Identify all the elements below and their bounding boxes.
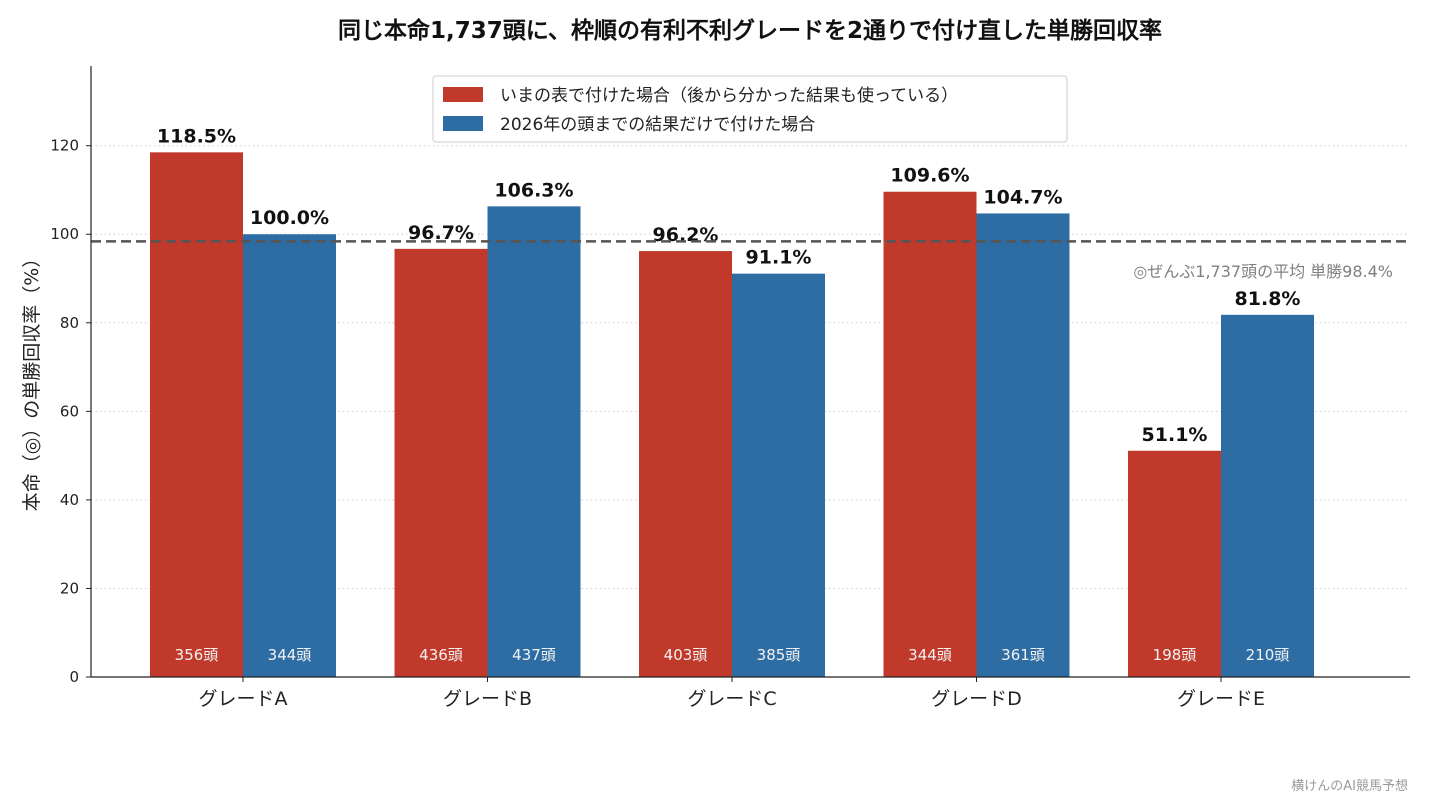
bar-count-label: 356頭	[175, 646, 219, 664]
bar-value-label: 100.0%	[250, 207, 329, 229]
y-tick-label: 60	[60, 402, 79, 420]
bar-value-label: 96.2%	[653, 224, 719, 246]
bar	[487, 206, 581, 677]
bar-count-label: 344頭	[268, 646, 312, 664]
bar-value-label: 51.1%	[1142, 424, 1208, 446]
legend-swatch-2026	[443, 116, 483, 131]
bar-count-label: 403頭	[664, 646, 708, 664]
bar	[732, 273, 825, 677]
bar-value-label: 106.3%	[494, 179, 573, 201]
x-tick-label: グレードC	[687, 688, 776, 710]
axes	[90, 66, 1410, 678]
bar-count-label: 210頭	[1246, 646, 1290, 664]
y-tick-label: 80	[60, 314, 79, 332]
bars: 118.5% 356頭 100.0% 344頭 96.7% 436頭 106.3% 437頭 9…	[150, 125, 1314, 677]
bar-value-label: 118.5%	[157, 125, 236, 147]
y-ticks: 0 20 40 60 80 100 120	[50, 137, 91, 686]
bar	[1221, 314, 1314, 677]
credit-text: 横けんのAI競馬予想	[1291, 778, 1408, 794]
x-tick-label: グレードA	[199, 688, 288, 710]
bar	[1128, 450, 1221, 677]
x-tick-label: グレードE	[1177, 688, 1265, 710]
bar	[883, 191, 977, 677]
bar-value-label: 81.8%	[1235, 288, 1301, 310]
bar-count-label: 198頭	[1153, 646, 1197, 664]
bar	[150, 152, 243, 677]
legend-label-2026: 2026年の頭までの結果だけで付けた場合	[500, 115, 815, 135]
bar	[243, 234, 336, 677]
bar-value-label: 96.7%	[408, 222, 474, 244]
x-ticks: グレードA グレードB グレードC グレードD グレードE	[199, 677, 1265, 710]
reference-line-label: ◎ぜんぶ1,737頭の平均 単勝98.4%	[1133, 262, 1393, 281]
bar-value-label: 109.6%	[890, 165, 969, 187]
bar-value-label: 104.7%	[983, 186, 1062, 208]
bar-count-label: 437頭	[512, 646, 556, 664]
y-axis-label: 本命（◎）の単勝回収率（%）	[21, 249, 43, 512]
legend-swatch-current	[443, 87, 483, 102]
y-tick-label: 100	[50, 225, 79, 243]
bar	[976, 213, 1070, 677]
bar	[639, 251, 732, 677]
legend-label-current: いまの表で付けた場合（後から分かった結果も使っている）	[500, 85, 958, 106]
bar-value-label: 91.1%	[746, 247, 812, 269]
x-tick-label: グレードD	[931, 688, 1022, 710]
bar	[394, 248, 488, 677]
y-tick-label: 40	[60, 491, 79, 509]
legend: いまの表で付けた場合（後から分かった結果も使っている） 2026年の頭までの結果…	[432, 75, 1068, 143]
chart-title: 同じ本命1,737頭に、枠順の有利不利グレードを2通りで付け直した単勝回収率	[338, 17, 1162, 44]
bar-count-label: 436頭	[419, 646, 463, 664]
bar-count-label: 361頭	[1001, 646, 1045, 664]
y-tick-label: 0	[69, 668, 79, 686]
y-tick-label: 20	[60, 579, 79, 597]
bar-count-label: 385頭	[757, 646, 801, 664]
x-tick-label: グレードB	[443, 688, 532, 710]
legend-box	[432, 75, 1068, 143]
y-tick-label: 120	[50, 137, 79, 155]
bar-count-label: 344頭	[908, 646, 952, 664]
